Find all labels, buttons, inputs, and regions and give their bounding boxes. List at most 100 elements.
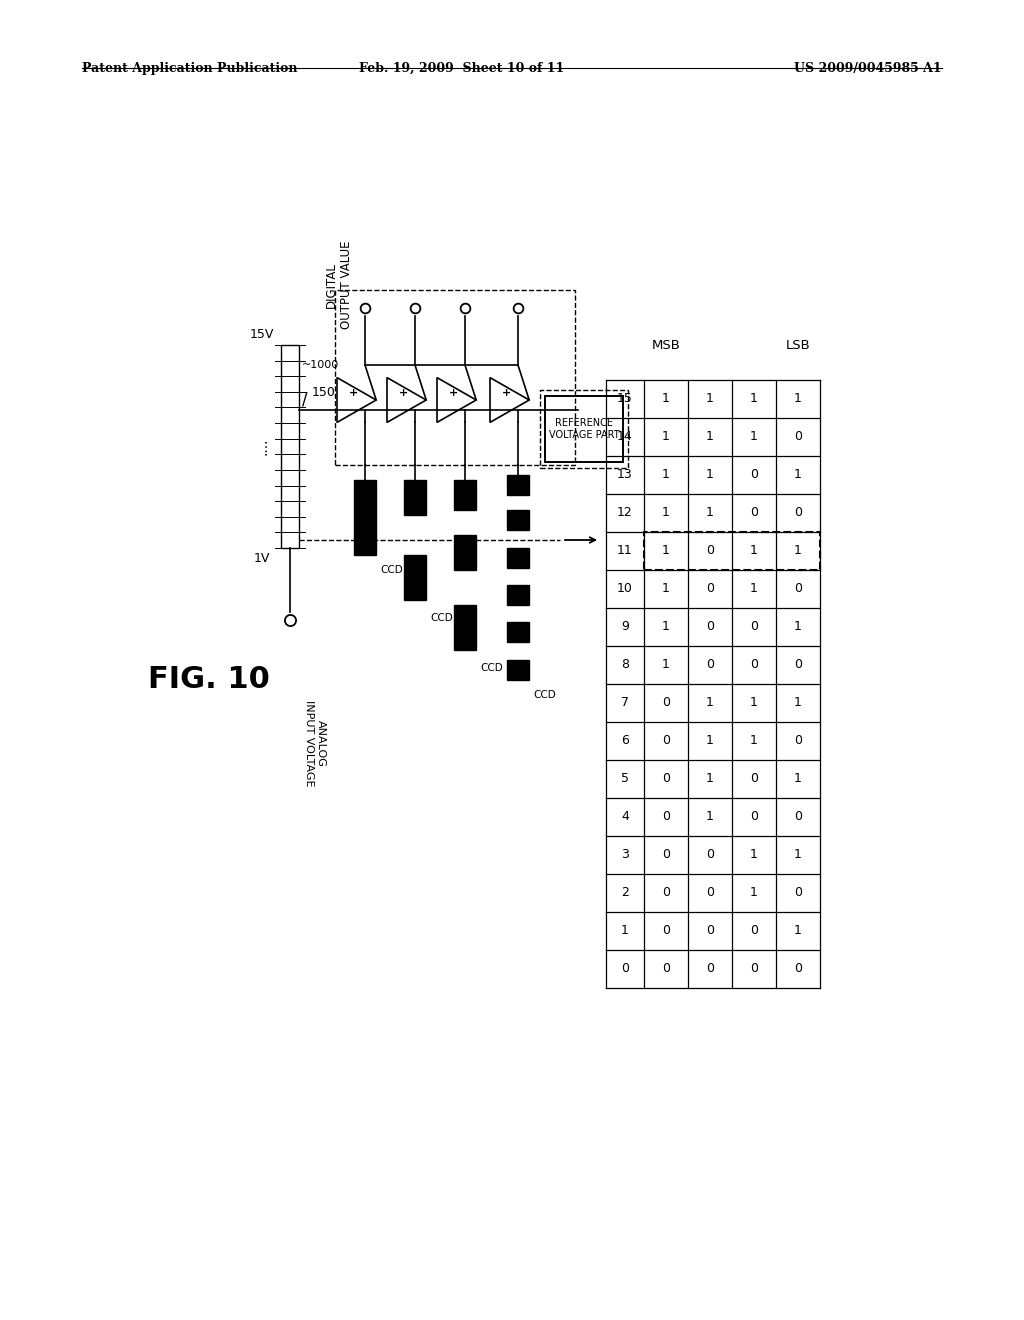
Bar [281,345,299,548]
Text: 3: 3 [622,849,629,862]
Text: 15V: 15V [250,327,274,341]
Text: 0: 0 [706,620,714,634]
Text: 13: 13 [617,469,633,482]
Text: 1: 1 [794,392,802,405]
Bar [404,554,426,601]
Text: 0: 0 [662,697,670,710]
Text: 0: 0 [662,849,670,862]
Text: 10: 10 [617,582,633,595]
Text: 1: 1 [750,734,758,747]
Text: 1: 1 [750,849,758,862]
Text: 0: 0 [706,962,714,975]
Text: 0: 0 [621,962,629,975]
Text: 7: 7 [621,697,629,710]
Bar [507,510,529,531]
Text: 0: 0 [750,659,758,672]
Text: 0: 0 [750,469,758,482]
Text: 1: 1 [663,659,670,672]
Text: 0: 0 [706,659,714,672]
Text: 0: 0 [750,924,758,937]
Text: 0: 0 [662,772,670,785]
Text: 4: 4 [622,810,629,824]
Text: 1: 1 [794,924,802,937]
Text: 1: 1 [707,772,714,785]
Text: 0: 0 [750,772,758,785]
Text: 0: 0 [750,962,758,975]
Bar [507,622,529,642]
Bar [507,548,529,568]
Text: 1: 1 [794,544,802,557]
Text: 1: 1 [707,430,714,444]
Text: 8: 8 [621,659,629,672]
Text: 1: 1 [707,697,714,710]
Text: 14: 14 [617,430,633,444]
Text: 9: 9 [622,620,629,634]
Text: 0: 0 [662,962,670,975]
Text: 1: 1 [794,697,802,710]
Text: +: + [502,388,511,399]
Text: 0: 0 [706,544,714,557]
Text: 0: 0 [794,734,802,747]
Text: 0: 0 [794,659,802,672]
Text: Feb. 19, 2009  Sheet 10 of 11: Feb. 19, 2009 Sheet 10 of 11 [359,62,564,75]
Text: ANALOG
INPUT VOLTAGE: ANALOG INPUT VOLTAGE [304,700,326,787]
Bar [454,535,476,570]
Text: 1V: 1V [254,552,270,565]
Text: 1: 1 [663,544,670,557]
Text: 1: 1 [750,582,758,595]
Text: 1: 1 [707,507,714,520]
Text: 1: 1 [663,469,670,482]
Text: 0: 0 [662,734,670,747]
Text: 0: 0 [662,924,670,937]
Text: CCD: CCD [480,663,503,673]
Text: 15: 15 [617,392,633,405]
Text: 1: 1 [663,430,670,444]
Text: 0: 0 [794,810,802,824]
Text: 0: 0 [794,430,802,444]
Text: US 2009/0045985 A1: US 2009/0045985 A1 [795,62,942,75]
Text: 1: 1 [663,582,670,595]
Text: +: + [450,388,459,399]
Text: 1: 1 [750,887,758,899]
Bar [507,585,529,605]
Text: 150: 150 [312,387,336,400]
Text: 1: 1 [663,507,670,520]
Text: 1: 1 [707,810,714,824]
Text: 1: 1 [663,620,670,634]
Text: REFERENCE
VOLTAGE PART: REFERENCE VOLTAGE PART [549,418,620,440]
Text: 11: 11 [617,544,633,557]
Text: /: / [302,391,307,409]
Bar [545,396,623,462]
Text: MSB: MSB [651,339,680,352]
Text: 1: 1 [750,544,758,557]
Text: 1: 1 [750,430,758,444]
Text: 0: 0 [794,507,802,520]
Bar [507,660,529,680]
Bar [335,290,575,465]
Text: CCD: CCD [430,612,453,623]
Text: 1: 1 [707,392,714,405]
Text: LSB: LSB [785,339,810,352]
Text: DIGITAL
OUTPUT VALUE: DIGITAL OUTPUT VALUE [325,240,353,329]
Text: 1: 1 [707,469,714,482]
Text: 5: 5 [621,772,629,785]
Text: CCD: CCD [380,565,402,576]
Text: 0: 0 [706,849,714,862]
Text: 0: 0 [662,810,670,824]
Text: 12: 12 [617,507,633,520]
Text: 1: 1 [794,849,802,862]
Text: 0: 0 [794,582,802,595]
Text: ~1000: ~1000 [302,360,339,370]
Text: 0: 0 [750,810,758,824]
Text: 0: 0 [706,924,714,937]
Text: 0: 0 [706,887,714,899]
Bar [507,475,529,495]
Text: 2: 2 [622,887,629,899]
Text: 0: 0 [794,887,802,899]
Text: 1: 1 [794,772,802,785]
Text: 0: 0 [662,887,670,899]
Text: Patent Application Publication: Patent Application Publication [82,62,298,75]
Bar [644,532,820,570]
Text: 1: 1 [750,392,758,405]
Text: 1: 1 [794,620,802,634]
